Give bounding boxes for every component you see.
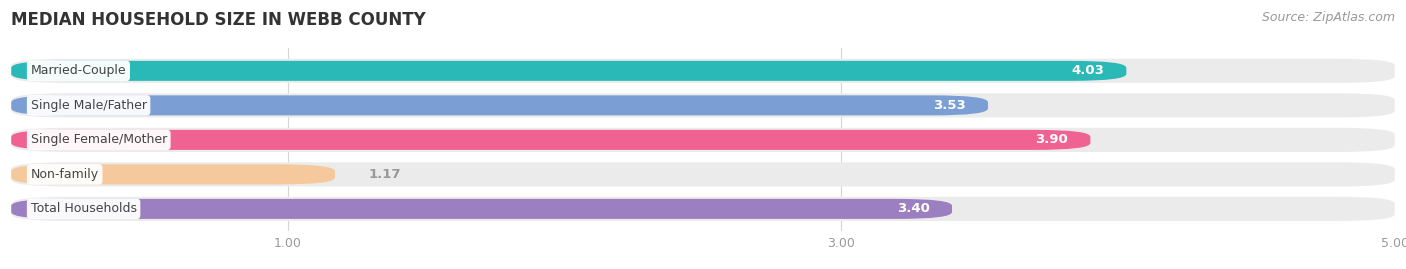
Text: Source: ZipAtlas.com: Source: ZipAtlas.com — [1261, 11, 1395, 24]
Text: Married-Couple: Married-Couple — [31, 64, 127, 77]
Text: 3.40: 3.40 — [897, 202, 929, 215]
Text: 3.53: 3.53 — [934, 99, 966, 112]
Text: MEDIAN HOUSEHOLD SIZE IN WEBB COUNTY: MEDIAN HOUSEHOLD SIZE IN WEBB COUNTY — [11, 11, 426, 29]
FancyBboxPatch shape — [11, 164, 335, 185]
Text: Total Households: Total Households — [31, 202, 136, 215]
FancyBboxPatch shape — [11, 162, 1395, 186]
Text: Single Male/Father: Single Male/Father — [31, 99, 146, 112]
FancyBboxPatch shape — [11, 197, 1395, 221]
FancyBboxPatch shape — [11, 128, 1395, 152]
FancyBboxPatch shape — [11, 93, 1395, 118]
FancyBboxPatch shape — [11, 95, 988, 115]
Text: Non-family: Non-family — [31, 168, 98, 181]
Text: 3.90: 3.90 — [1035, 133, 1069, 146]
FancyBboxPatch shape — [11, 59, 1395, 83]
FancyBboxPatch shape — [11, 199, 952, 219]
Text: Single Female/Mother: Single Female/Mother — [31, 133, 167, 146]
Text: 1.17: 1.17 — [368, 168, 401, 181]
FancyBboxPatch shape — [11, 61, 1126, 81]
Text: 4.03: 4.03 — [1071, 64, 1104, 77]
FancyBboxPatch shape — [11, 130, 1091, 150]
